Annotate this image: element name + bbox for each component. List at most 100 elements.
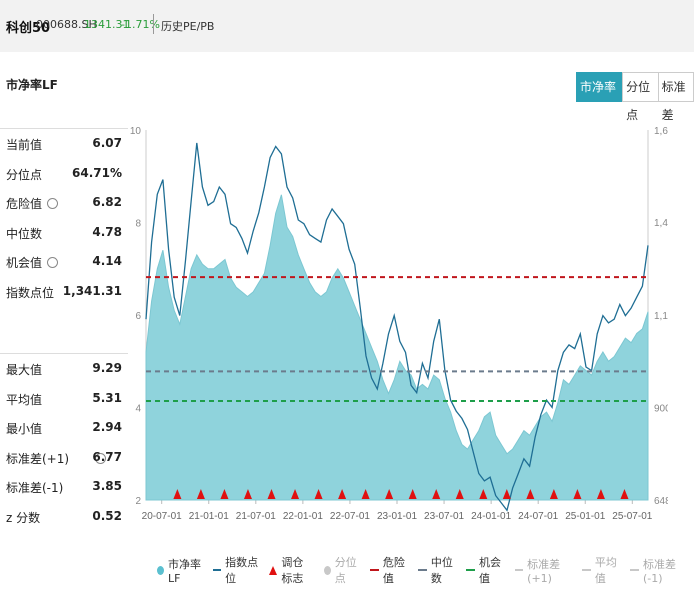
legend-line-icon — [213, 569, 222, 571]
stat-history-value: 0.52 — [92, 508, 122, 523]
legend-item[interactable]: 标准差(+1) — [514, 554, 573, 586]
stats-panel-current: 当前值 6.07 分位点 64.71% 危险值 6.82 中位数 4.78 机会值 4.14 指数点… — [0, 130, 128, 307]
settings-icon[interactable] — [95, 452, 106, 464]
index-price: 1341.31 — [84, 18, 130, 31]
stat-history-row: 最小值 2.94 — [0, 414, 128, 444]
stat-current-label: 当前值 — [6, 138, 43, 152]
pb-area-series — [145, 194, 649, 501]
x-axis-tick-label: 21-07-01 — [236, 511, 276, 522]
rebalance-marker — [455, 489, 464, 499]
legend-item[interactable]: 危险值 — [370, 554, 408, 586]
rebalance-marker — [502, 489, 511, 499]
stat-current-value: 4.14 — [92, 254, 122, 268]
left-axis-tick-label: 8 — [135, 219, 141, 230]
chart-legend: 市净率LF 指数点位 调仓标志 分位点 危险值 中位数 机会值 标准差(+1) 平均值 标准差(-… — [157, 554, 694, 586]
history-pe-pb-link[interactable]: 历史PE/PB — [161, 20, 215, 33]
stat-current-label: 危险值 — [6, 197, 43, 211]
x-axis-tick-label: 25-01-01 — [565, 511, 605, 522]
rebalance-marker — [361, 489, 370, 499]
stat-history-row: z 分数 0.52 — [0, 503, 128, 533]
legend-label: 平均值 — [594, 556, 617, 585]
index-level-line — [145, 142, 649, 512]
x-axis-tick-label: 21-01-01 — [189, 511, 229, 522]
x-axis-tick-label: 23-01-01 — [377, 511, 417, 522]
rebalance-marker — [385, 489, 394, 499]
legend-label: 指数点位 — [225, 556, 259, 585]
x-axis-tick-label: 20-07-01 — [142, 511, 182, 522]
rebalance-marker — [573, 489, 582, 499]
legend-item[interactable]: 平均值 — [582, 554, 620, 586]
stat-history-row: 最大值 9.29 — [0, 355, 128, 385]
left-axis-tick-label: 4 — [135, 404, 141, 415]
tab-std-dev[interactable]: 标准差 — [657, 72, 694, 122]
legend-item[interactable]: 市净率LF — [157, 554, 203, 586]
legend-dash-icon — [514, 569, 524, 571]
stat-current-label: 分位点 — [6, 167, 43, 182]
stat-current-row: 中位数 4.78 — [0, 219, 128, 249]
legend-item[interactable]: 调仓标志 — [269, 554, 313, 586]
x-axis-tick-label: 24-07-01 — [518, 511, 558, 522]
legend-dash-icon — [370, 569, 379, 571]
stat-history-label: z 分数 — [6, 510, 41, 525]
stat-current-row: 危险值 6.82 — [0, 189, 128, 219]
legend-label: 调仓标志 — [281, 556, 304, 585]
legend-label: 危险值 — [382, 556, 405, 585]
rebalance-marker — [549, 489, 558, 499]
stat-current-label: 机会值 — [6, 256, 43, 270]
x-axis-tick-label: 25-07-01 — [612, 511, 652, 522]
stat-history-row: 标准差(-1) 3.85 — [0, 473, 128, 503]
legend-item[interactable]: 分位点 — [323, 554, 361, 586]
legend-item[interactable]: 中位数 — [418, 554, 456, 586]
rebalance-marker — [596, 489, 605, 499]
pb-chart: 10 8 6 4 2 1,655 1,404 1,152 900 648 20-07-01 21-01… — [130, 126, 668, 522]
index-name[interactable]: 科创50 — [6, 21, 51, 36]
legend-dot-icon — [323, 565, 331, 575]
stat-history-label: 最大值 — [6, 363, 43, 377]
legend-label: 机会值 — [479, 556, 501, 585]
stat-current-row: 机会值 4.14 — [0, 248, 128, 278]
tab-percentile[interactable]: 分位点 — [622, 72, 659, 122]
legend-dot-icon — [157, 565, 164, 575]
rebalance-marker — [291, 489, 300, 499]
settings-icon[interactable] — [47, 257, 58, 268]
x-axis-tick-label: 22-01-01 — [283, 511, 323, 522]
rebalance-marker — [479, 489, 488, 499]
stat-history-value: 6.77 — [92, 449, 122, 464]
legend-dash-icon — [466, 569, 475, 571]
index-code: 000688.SH — [36, 18, 97, 31]
stat-current-value: 6.07 — [92, 136, 122, 150]
stat-history-value: 3.85 — [92, 479, 122, 493]
legend-label: 中位数 — [430, 556, 453, 585]
stat-history-value: 9.29 — [92, 361, 122, 375]
rebalance-marker — [620, 489, 629, 499]
stat-current-row: 指数点位 1,341.31 — [0, 278, 128, 308]
stat-current-label: 指数点位 — [6, 285, 55, 300]
rebalance-marker — [220, 489, 229, 499]
right-axis-tick-label: 900 — [654, 403, 668, 414]
legend-label: 市净率LF — [168, 557, 201, 585]
left-axis-tick-label: 6 — [135, 311, 141, 322]
settings-icon[interactable] — [47, 198, 58, 209]
stats-mid-divider — [0, 353, 128, 354]
legend-label: 标准差(+1) — [527, 557, 561, 585]
index-change: -1.71% — [121, 18, 160, 31]
x-axis-tick-label: 23-07-01 — [424, 511, 464, 522]
rebalance-marker — [432, 489, 441, 499]
stats-top-divider — [0, 128, 128, 129]
header-divider — [153, 14, 154, 34]
right-axis-tick-label: 1,152 — [654, 311, 668, 322]
legend-item[interactable]: 标准差(-1) — [630, 554, 684, 586]
stat-history-value: 5.31 — [92, 390, 122, 405]
right-axis-tick-label: 648 — [654, 496, 668, 507]
legend-item[interactable]: 指数点位 — [213, 554, 259, 586]
stat-current-value: 64.71% — [72, 165, 122, 180]
legend-dash-icon — [582, 569, 591, 571]
left-axis-tick-label: 2 — [135, 496, 141, 507]
rebalance-marker — [314, 489, 323, 499]
stat-history-label: 标准差(+1) — [6, 451, 70, 466]
tab-pb[interactable]: 市净率LF — [576, 72, 624, 122]
stat-current-value: 4.78 — [92, 224, 122, 239]
stats-panel-history: 最大值 9.29 平均值 5.31 最小值 2.94 标准差(+1) 6.77 标准差(-1) 3… — [0, 355, 128, 532]
stat-current-label: 中位数 — [6, 226, 43, 241]
legend-item[interactable]: 机会值 — [466, 554, 504, 586]
